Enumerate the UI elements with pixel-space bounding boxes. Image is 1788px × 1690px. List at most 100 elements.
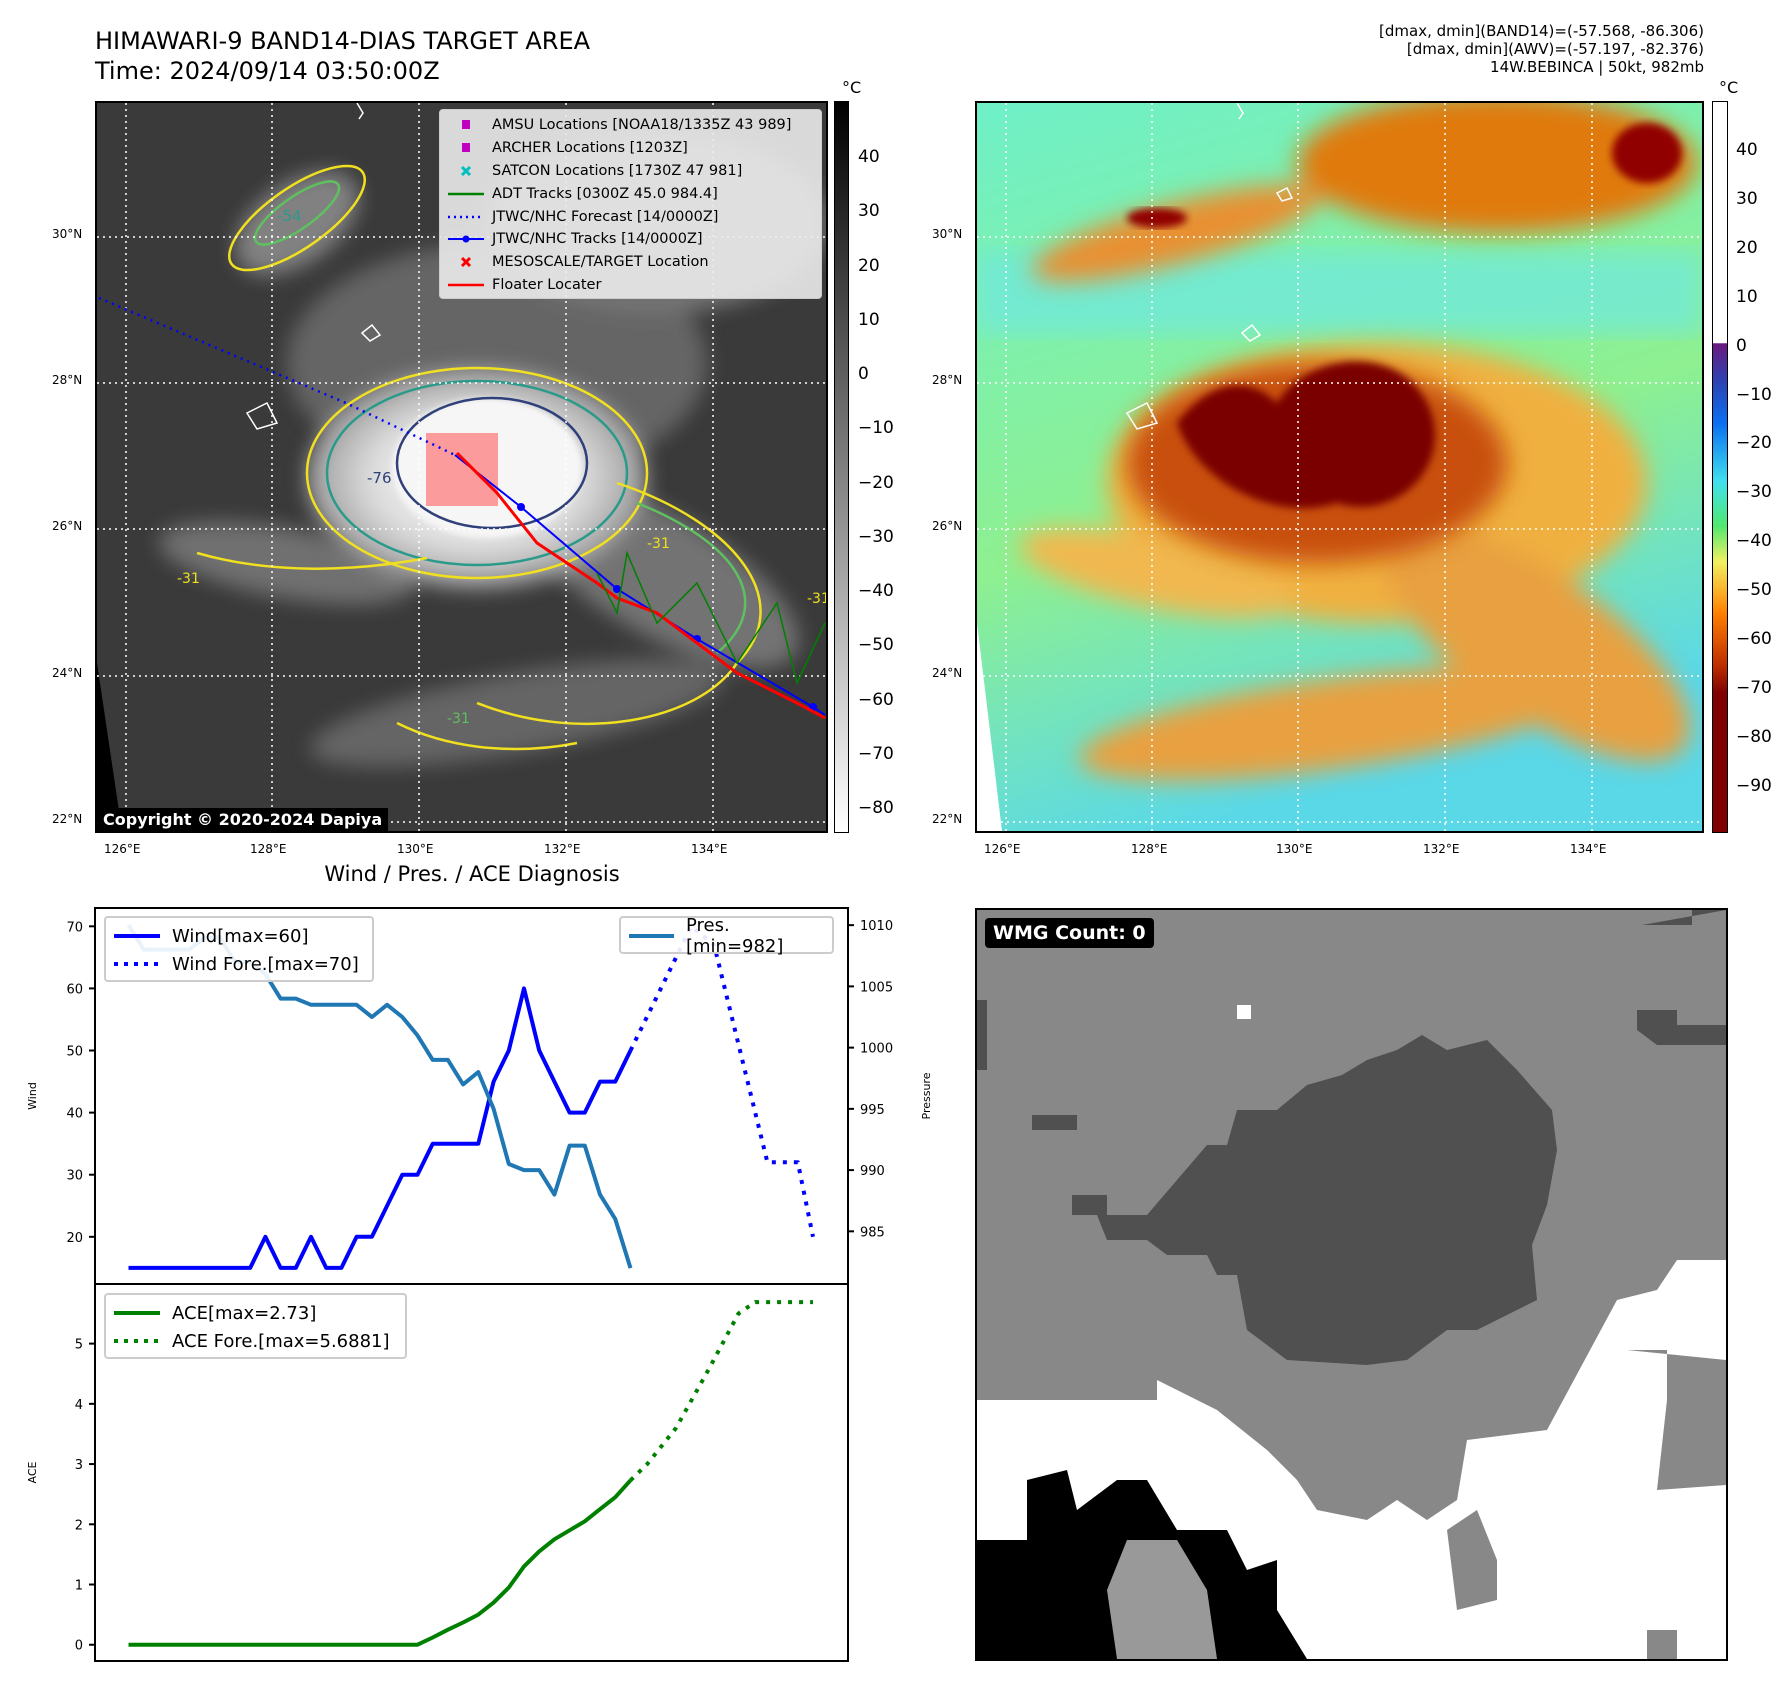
dotted-line-icon	[114, 962, 160, 966]
y-tick-label: 20	[66, 1231, 83, 1246]
plot-frame	[94, 1283, 849, 1662]
legend-item: ARCHER Locations [1203Z]	[448, 137, 813, 160]
solid-line-icon	[114, 934, 160, 938]
lon-label: 134°E	[691, 842, 728, 856]
colorbar-tick-label: 0	[858, 364, 869, 384]
colorbar-tick-label: −70	[858, 743, 894, 764]
colorbar-tick-label: 40	[858, 147, 880, 167]
lat-label: 26°N	[932, 519, 963, 533]
lon-label: 128°E	[250, 842, 287, 856]
legend-item-ace-forecast: ACE Fore.[max=5.6881]	[114, 1327, 397, 1355]
solid-line-icon	[629, 934, 674, 938]
series-line-ace	[128, 1478, 632, 1647]
colorbar-tick-label: −20	[858, 472, 894, 493]
square-marker-icon	[462, 143, 470, 153]
series-line-wind-fore-	[628, 924, 815, 1238]
ir-colorbar-unit: °C	[842, 78, 862, 97]
y-tick-label: 40	[66, 1107, 83, 1122]
y-tick-label: 0	[75, 1639, 83, 1654]
legend-label: ARCHER Locations [1203Z]	[492, 140, 688, 157]
lon-label: 132°E	[1423, 842, 1460, 856]
legend-label: JTWC/NHC Forecast [14/0000Z]	[492, 208, 719, 225]
lon-label: 126°E	[104, 842, 141, 856]
target-area-box	[426, 433, 498, 506]
colorbar-tick-label: 40	[1736, 140, 1758, 160]
map-legend: AMSU Locations [NOAA18/1335Z 43 989] ARCH…	[439, 109, 822, 299]
ir-colorbar	[834, 101, 849, 833]
square-marker-icon	[462, 120, 470, 130]
legend-item: JTWC/NHC Tracks [14/0000Z]	[448, 228, 813, 251]
legend-item: Floater Locater	[448, 274, 813, 297]
lat-label: 30°N	[932, 227, 963, 241]
lat-label: 24°N	[932, 666, 963, 680]
y-right-tick-label: 985	[860, 1225, 885, 1240]
x-marker-icon	[460, 257, 472, 268]
y-right-tick-label: 995	[860, 1103, 885, 1118]
dotted-line-icon	[114, 1339, 160, 1343]
y-tick-label: 2	[75, 1518, 83, 1533]
legend-item: MESOSCALE/TARGET Location	[448, 251, 813, 274]
colorbar-tick-label: 20	[1736, 237, 1758, 258]
colorbar-tick-label: −10	[1736, 384, 1772, 405]
wmg-classification-grid	[977, 910, 1726, 1659]
y-tick-label: 30	[66, 1169, 83, 1184]
colorbar-tick-label: −30	[1736, 482, 1772, 503]
y-tick-label: 5	[75, 1338, 83, 1353]
lon-label: 126°E	[984, 842, 1021, 856]
legend-item-wind-forecast: Wind Fore.[max=70]	[114, 950, 364, 978]
color-imagery	[977, 103, 1702, 831]
legend-label: SATCON Locations [1730Z 47 981]	[492, 162, 743, 179]
colorbar-tick-label: −10	[858, 418, 894, 439]
adt-track	[596, 550, 826, 686]
series-line-wind	[128, 986, 633, 1270]
solid-line-icon	[448, 283, 484, 287]
legend-item-wind: Wind[max=60]	[114, 922, 364, 950]
y-right-tick-label: 1005	[860, 980, 893, 995]
solid-line-icon	[114, 1311, 160, 1315]
storm-info: [dmax, dmin](BAND14)=(-57.568, -86.306) …	[1379, 22, 1704, 76]
colorbar-tick-label: −60	[858, 689, 894, 710]
lon-label: 130°E	[397, 842, 434, 856]
colorbar-tick-label: 30	[1736, 188, 1758, 209]
svg-text:-31: -31	[177, 571, 200, 587]
colorbar-tick-label: −50	[1736, 580, 1772, 601]
awv-colorbar-unit: °C	[1719, 78, 1739, 97]
y-axis-label: Wind	[26, 1082, 39, 1110]
svg-text:-31: -31	[647, 536, 670, 552]
legend-label: Floater Locater	[492, 276, 602, 293]
colorbar-tick-label: −80	[1736, 726, 1772, 747]
lon-label: 134°E	[1570, 842, 1607, 856]
colorbar-tick-label: 10	[858, 309, 880, 330]
y-right-tick-label: 1000	[860, 1042, 893, 1057]
colorbar-tick-label: −40	[1736, 531, 1772, 552]
y-axis-label: ACE	[26, 1461, 39, 1483]
band14-range: [dmax, dmin](BAND14)=(-57.568, -86.306)	[1379, 22, 1704, 40]
y-tick-label: 50	[66, 1045, 83, 1060]
legend-item: ADT Tracks [0300Z 45.0 984.4]	[448, 182, 813, 205]
svg-text:-76: -76	[367, 469, 392, 487]
colorbar-tick-label: −40	[858, 581, 894, 601]
lat-label: 28°N	[932, 373, 963, 387]
x-marker-icon	[460, 165, 472, 177]
y-right-tick-label: 990	[860, 1164, 885, 1179]
colorbar-tick-label: 10	[1736, 286, 1758, 307]
lat-label: 30°N	[52, 227, 83, 241]
y-tick-label: 4	[75, 1398, 83, 1413]
legend-item-ace: ACE[max=2.73]	[114, 1299, 397, 1327]
colorbar-tick-label: −20	[1736, 433, 1772, 454]
wmg-panel	[975, 908, 1728, 1661]
colorbar-tick-label: −80	[858, 798, 894, 818]
y-right-axis-label: Pressure	[920, 1072, 933, 1119]
colorbar-tick-label: 20	[858, 255, 880, 276]
legend-item: JTWC/NHC Forecast [14/0000Z]	[448, 205, 813, 228]
legend-item: AMSU Locations [NOAA18/1335Z 43 989]	[448, 114, 813, 137]
legend-item: SATCON Locations [1730Z 47 981]	[448, 160, 813, 183]
y-tick-label: 3	[75, 1458, 83, 1473]
copyright-label: Copyright © 2020-2024 Dapiya	[97, 808, 389, 831]
awv-colorbar	[1712, 101, 1728, 833]
title-time: Time: 2024/09/14 03:50:00Z	[95, 57, 440, 85]
storm-status: 14W.BEBINCA | 50kt, 982mb	[1490, 58, 1704, 76]
awv-color-map	[975, 101, 1704, 833]
lon-label: 130°E	[1276, 842, 1313, 856]
legend-item-pressure: Pres.[min=982]	[629, 915, 824, 957]
